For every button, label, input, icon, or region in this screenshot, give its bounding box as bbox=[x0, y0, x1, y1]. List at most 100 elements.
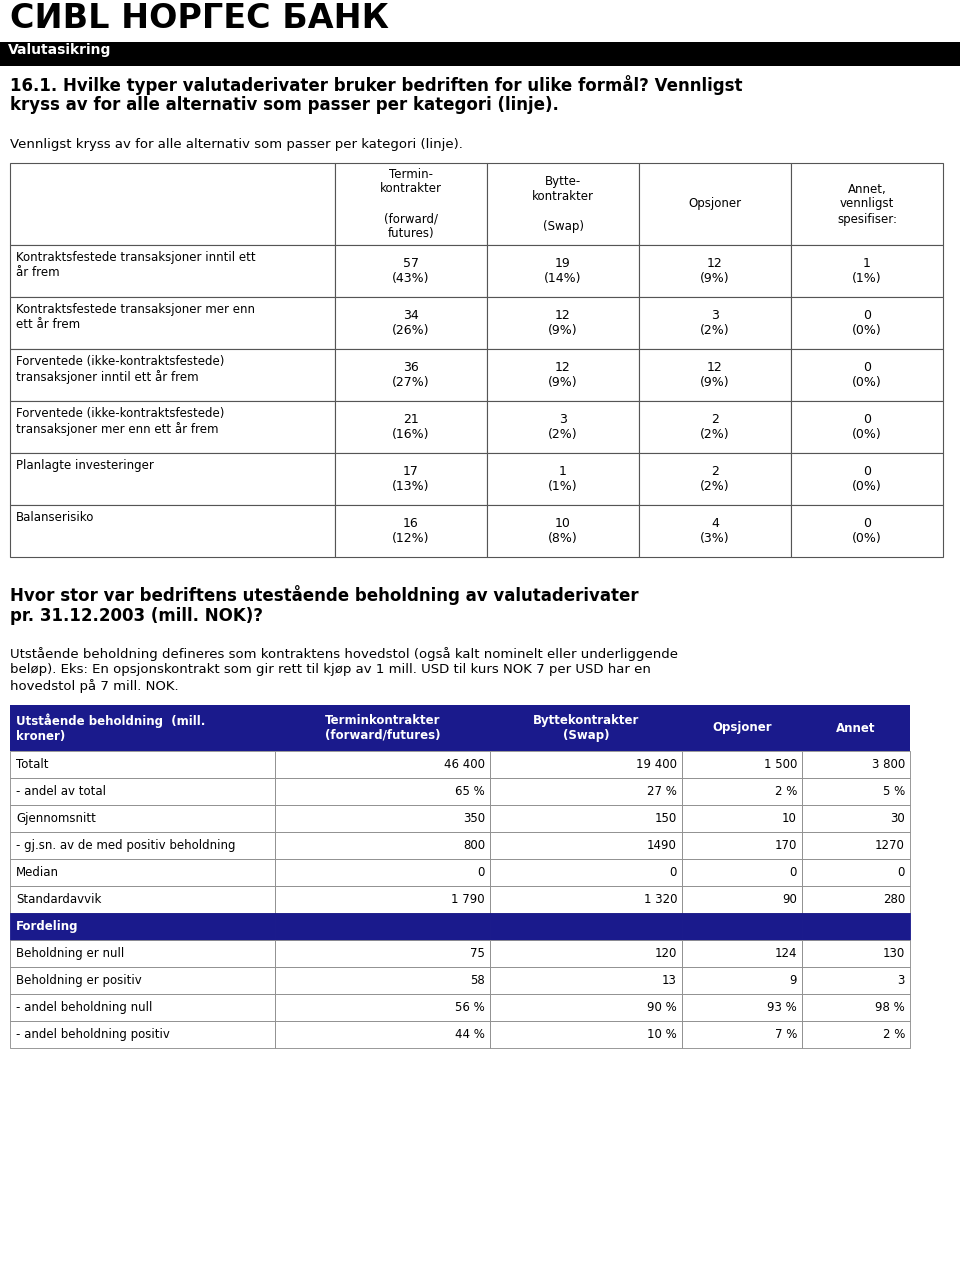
Text: 4
(3%): 4 (3%) bbox=[700, 517, 730, 545]
Text: Utstående beholdning  (mill.
kroner): Utstående beholdning (mill. kroner) bbox=[16, 713, 205, 743]
Bar bbox=[490, 777, 682, 804]
Bar bbox=[802, 777, 910, 804]
Bar bbox=[335, 454, 487, 505]
Text: Termin-
kontrakter

(forward/
futures): Termin- kontrakter (forward/ futures) bbox=[380, 167, 442, 240]
Text: pr. 31.12.2003 (mill. NOK)?: pr. 31.12.2003 (mill. NOK)? bbox=[10, 607, 263, 625]
Text: Balanserisiko: Balanserisiko bbox=[16, 511, 94, 524]
Text: ⅭИВⅬ НОРГЕС БАНК: ⅭИВⅬ НОРГЕС БАНК bbox=[10, 3, 389, 35]
Bar bbox=[275, 968, 490, 995]
Bar bbox=[490, 995, 682, 1022]
Bar bbox=[682, 968, 802, 995]
Bar bbox=[10, 245, 335, 297]
Bar bbox=[490, 968, 682, 995]
Bar bbox=[10, 914, 275, 941]
Text: 0: 0 bbox=[898, 866, 905, 879]
Text: 1490: 1490 bbox=[647, 839, 677, 852]
Bar bbox=[10, 163, 335, 245]
Bar bbox=[490, 885, 682, 914]
Text: 27 %: 27 % bbox=[647, 785, 677, 798]
Text: Vennligst kryss av for alle alternativ som passer per kategori (linje).: Vennligst kryss av for alle alternativ s… bbox=[10, 137, 463, 152]
Text: 75: 75 bbox=[470, 947, 485, 960]
Bar bbox=[682, 705, 802, 750]
Bar bbox=[335, 350, 487, 401]
Text: 0: 0 bbox=[478, 866, 485, 879]
Bar bbox=[490, 941, 682, 968]
Text: 2
(2%): 2 (2%) bbox=[700, 465, 730, 493]
Text: 2 %: 2 % bbox=[882, 1028, 905, 1041]
Text: 1 320: 1 320 bbox=[643, 893, 677, 906]
Text: Totalt: Totalt bbox=[16, 758, 49, 771]
Text: Standardavvik: Standardavvik bbox=[16, 893, 102, 906]
Text: 1 790: 1 790 bbox=[451, 893, 485, 906]
Bar bbox=[791, 401, 943, 454]
Bar bbox=[639, 505, 791, 556]
Text: 1 500: 1 500 bbox=[763, 758, 797, 771]
Bar bbox=[682, 1022, 802, 1049]
Bar bbox=[639, 401, 791, 454]
Bar bbox=[490, 914, 682, 941]
Bar bbox=[791, 454, 943, 505]
Text: Valutasikring: Valutasikring bbox=[8, 42, 111, 57]
Bar bbox=[10, 777, 275, 804]
Bar bbox=[639, 297, 791, 350]
Bar bbox=[490, 1022, 682, 1049]
Bar bbox=[639, 454, 791, 505]
Bar bbox=[335, 245, 487, 297]
Text: 10 %: 10 % bbox=[647, 1028, 677, 1041]
Text: 46 400: 46 400 bbox=[444, 758, 485, 771]
Bar bbox=[10, 705, 275, 750]
Bar bbox=[10, 858, 275, 885]
Text: 124: 124 bbox=[775, 947, 797, 960]
Text: 19
(14%): 19 (14%) bbox=[544, 257, 582, 285]
Text: 2 %: 2 % bbox=[775, 785, 797, 798]
Text: 90 %: 90 % bbox=[647, 1001, 677, 1014]
Bar bbox=[275, 941, 490, 968]
Bar bbox=[490, 831, 682, 858]
Text: 0: 0 bbox=[790, 866, 797, 879]
Bar bbox=[10, 297, 335, 350]
Bar bbox=[10, 454, 335, 505]
Bar bbox=[335, 297, 487, 350]
Bar bbox=[10, 941, 275, 968]
Bar bbox=[791, 297, 943, 350]
Bar bbox=[802, 995, 910, 1022]
Text: 150: 150 bbox=[655, 812, 677, 825]
Bar bbox=[487, 163, 639, 245]
Bar bbox=[275, 750, 490, 777]
Bar bbox=[10, 968, 275, 995]
Text: 5 %: 5 % bbox=[883, 785, 905, 798]
Bar bbox=[682, 777, 802, 804]
Text: 12
(9%): 12 (9%) bbox=[700, 361, 730, 389]
Text: hovedstol på 7 mill. NOK.: hovedstol på 7 mill. NOK. bbox=[10, 678, 179, 693]
Bar bbox=[682, 750, 802, 777]
Text: 19 400: 19 400 bbox=[636, 758, 677, 771]
Bar bbox=[487, 401, 639, 454]
Bar bbox=[802, 941, 910, 968]
Bar bbox=[487, 350, 639, 401]
Text: 10
(8%): 10 (8%) bbox=[548, 517, 578, 545]
Bar bbox=[275, 885, 490, 914]
Text: Opsjoner: Opsjoner bbox=[688, 198, 741, 211]
Bar bbox=[487, 454, 639, 505]
Bar bbox=[791, 505, 943, 556]
Bar bbox=[802, 885, 910, 914]
Bar bbox=[682, 914, 802, 941]
Bar bbox=[682, 858, 802, 885]
Bar bbox=[490, 858, 682, 885]
Text: 98 %: 98 % bbox=[876, 1001, 905, 1014]
Text: 12
(9%): 12 (9%) bbox=[548, 308, 578, 337]
Text: 3
(2%): 3 (2%) bbox=[700, 308, 730, 337]
Text: Beholdning er positiv: Beholdning er positiv bbox=[16, 974, 142, 987]
Text: 800: 800 bbox=[463, 839, 485, 852]
Text: 280: 280 bbox=[883, 893, 905, 906]
Text: - andel beholdning positiv: - andel beholdning positiv bbox=[16, 1028, 170, 1041]
Bar bbox=[275, 1022, 490, 1049]
Bar bbox=[487, 505, 639, 556]
Bar bbox=[802, 1022, 910, 1049]
Text: 44 %: 44 % bbox=[455, 1028, 485, 1041]
Text: 58: 58 bbox=[470, 974, 485, 987]
Text: Kontraktsfestede transaksjoner mer enn
ett år frem: Kontraktsfestede transaksjoner mer enn e… bbox=[16, 303, 255, 332]
Text: 3: 3 bbox=[898, 974, 905, 987]
Bar bbox=[10, 831, 275, 858]
Bar bbox=[275, 705, 490, 750]
